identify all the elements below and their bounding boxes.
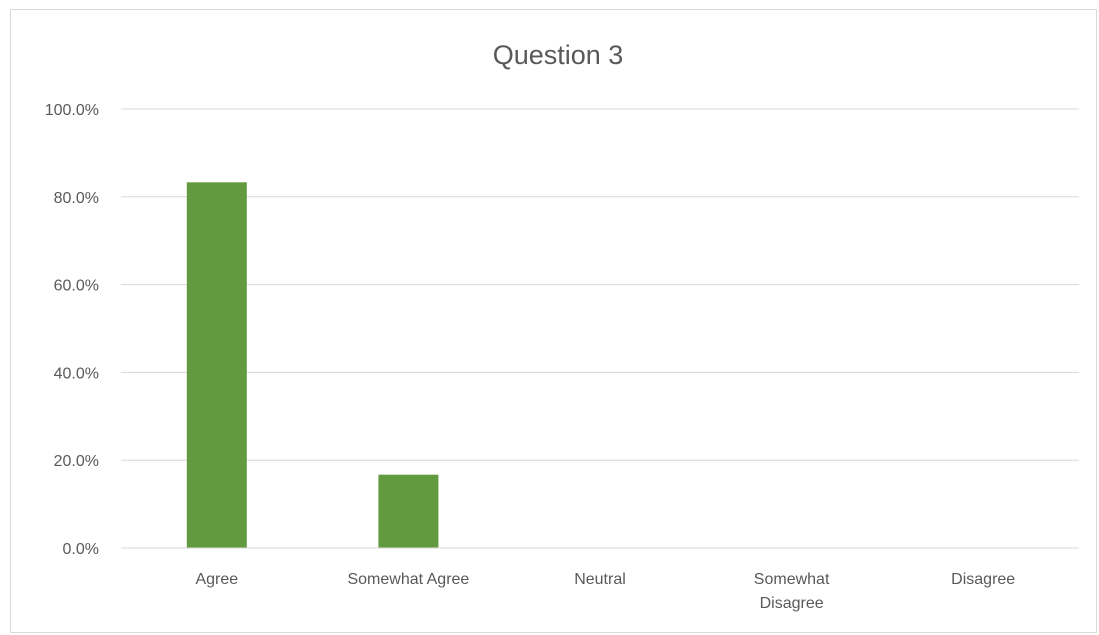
y-axis-ticks: 0.0% 20.0% 40.0% 60.0% 80.0% 100.0%: [45, 102, 99, 558]
y-tick-label: 0.0%: [63, 541, 99, 558]
x-category-label: Neutral: [574, 571, 626, 588]
x-category-label: Somewhat Agree: [347, 571, 469, 588]
x-axis-labels: Agree Somewhat Agree Neutral Somewhat Disagr…: [195, 571, 1015, 612]
bars: [186, 182, 439, 549]
gridlines: [121, 108, 1079, 461]
x-category-label: Disagree: [951, 571, 1015, 588]
bar-somewhat-agree: [378, 474, 439, 548]
x-category-label: Somewhat Disagree: [754, 571, 830, 612]
bar-agree: [186, 182, 247, 549]
y-tick-label: 100.0%: [45, 102, 99, 119]
y-tick-label: 80.0%: [54, 190, 99, 207]
y-tick-label: 20.0%: [54, 453, 99, 470]
y-tick-label: 40.0%: [54, 365, 99, 382]
x-category-label: Agree: [195, 571, 238, 588]
y-tick-label: 60.0%: [54, 278, 99, 295]
chart-title: Question 3: [493, 40, 624, 70]
